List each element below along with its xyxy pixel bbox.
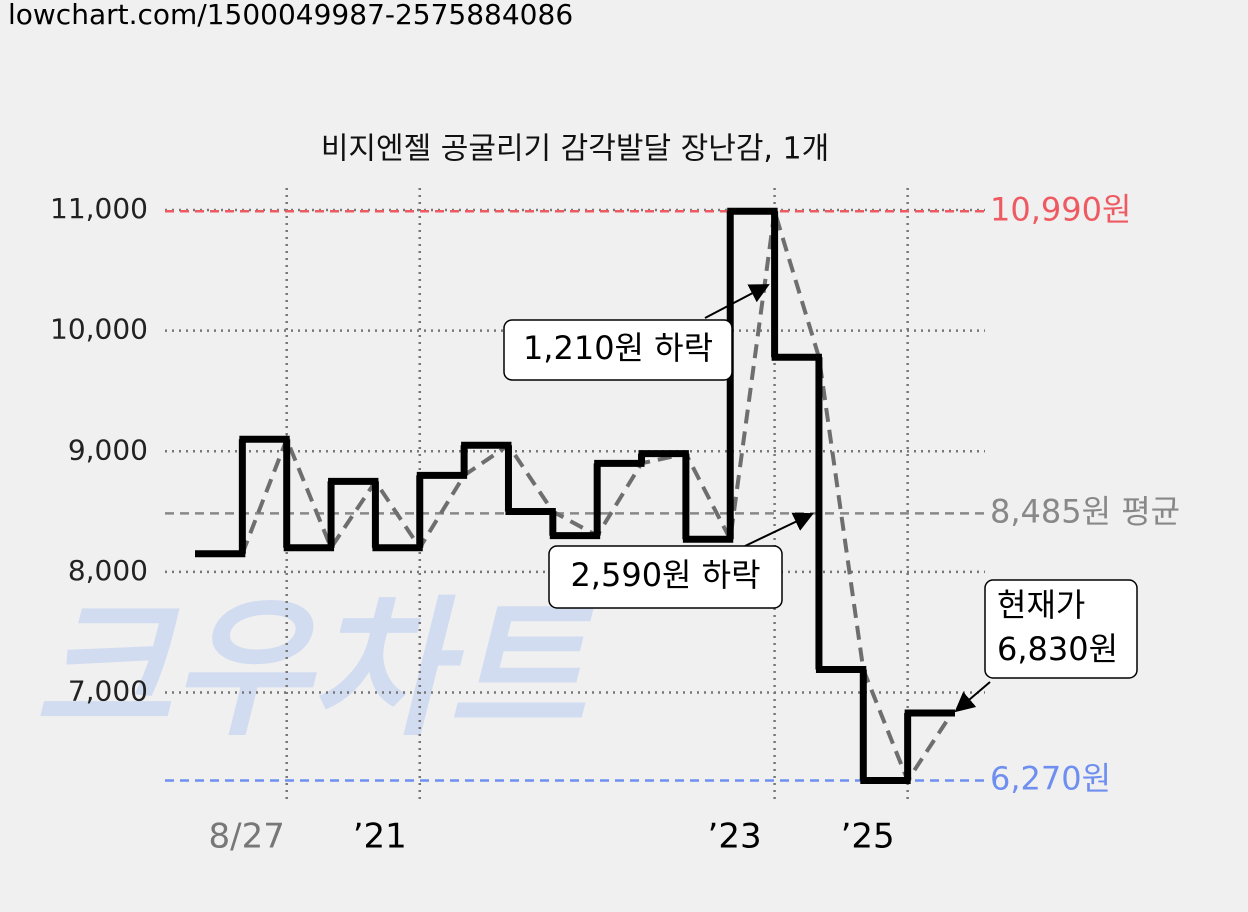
url: lowchart.com/1500049987-2575884086 [8, 0, 573, 31]
x-tick-label: ’21 [353, 817, 407, 857]
y-tick-label: 11,000 [50, 192, 148, 225]
annotation-box [984, 579, 1138, 679]
x-tick-label: 8/27 [209, 817, 285, 857]
x-tick-label: ’25 [841, 817, 895, 857]
annotation-arrow [954, 681, 991, 713]
annotation-box [503, 319, 733, 381]
annotation-text: 2,590원 하락 [570, 556, 760, 594]
annotation-text: 6,830원 [997, 630, 1118, 668]
reference-label: 6,270원 [990, 759, 1111, 797]
y-tick-label: 10,000 [50, 313, 148, 346]
annotation-arrow [744, 512, 814, 547]
annotation-text: 1,210원 하락 [523, 329, 713, 367]
reference-label: 8,485원 평균 [990, 492, 1180, 530]
annotation-box [548, 545, 783, 609]
annotation-text: 현재가 [997, 586, 1085, 624]
y-tick-label: 8,000 [68, 554, 148, 587]
watermark: 크우차트 [34, 583, 595, 757]
y-tick-label: 7,000 [68, 674, 148, 707]
reference-label: 10,990원 [990, 190, 1131, 228]
y-tick-label: 9,000 [68, 433, 148, 466]
chart-title: 비지엔젤 공굴리기 감각발달 장난감, 1개 [321, 132, 829, 167]
x-tick-label: ’23 [708, 817, 762, 857]
annotation-arrow [704, 284, 770, 319]
